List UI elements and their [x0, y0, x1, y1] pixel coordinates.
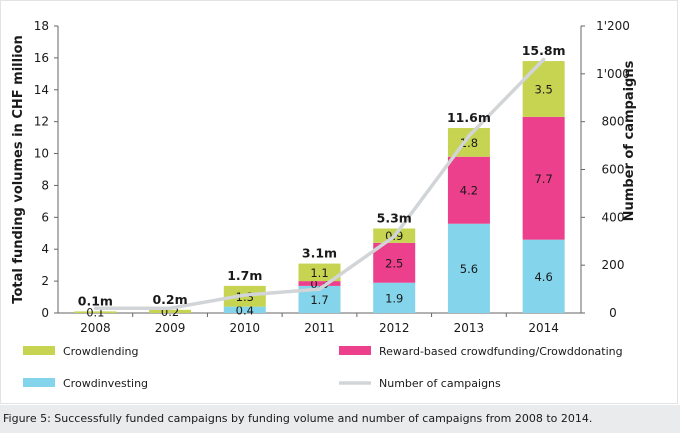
- y-right-tick-label: 0: [609, 306, 617, 320]
- y-tick-label: 16: [34, 51, 49, 65]
- bar-crowdinvesting: [373, 282, 416, 313]
- legend-reward-based-label: Reward-based crowdfunding/Crowddonating: [379, 345, 623, 358]
- bar-total-label: 5.3m: [377, 210, 412, 225]
- bar-value-label: 2.5: [385, 256, 403, 270]
- bar-reward-based-crowdfunding-crowddonating: [447, 156, 490, 224]
- y-right-tick-label: 800: [602, 115, 625, 129]
- legend-crowdlending-label: Crowdlending: [63, 345, 138, 358]
- y-tick-label: 2: [41, 274, 49, 288]
- bar-crowdlending: [522, 61, 565, 117]
- bar-value-label: 3.5: [534, 82, 552, 96]
- bar-crowdlending: [149, 309, 192, 313]
- bar-crowdinvesting: [223, 306, 266, 313]
- bar-crowdlending: [74, 311, 117, 313]
- legend-number-of-campaigns-label: Number of campaigns: [379, 377, 501, 390]
- bar-total-label: 1.7m: [227, 268, 262, 283]
- bar-total-label: 0.2m: [152, 292, 187, 307]
- bar-value-label: 1.1: [310, 266, 328, 280]
- y-axis-title: Total funding volumes in CHF million: [11, 35, 26, 303]
- campaigns-line: [93, 57, 546, 310]
- y-tick-label: 4: [41, 242, 49, 256]
- legend-crowdlending-swatch: [23, 346, 55, 355]
- bar-crowdlending: [298, 263, 341, 282]
- bar-reward-based-crowdfunding-crowddonating: [298, 281, 341, 286]
- legend-crowdinvesting-label: Crowdinvesting: [63, 377, 148, 390]
- chart-frame: 0 2 4 6 8 10 12 14 16 18 0 200 400 600 800 1'000 1'200 20…: [0, 0, 678, 404]
- bar-total-label: 3.1m: [302, 246, 337, 261]
- funding-chart: 0 2 4 6 8 10 12 14 16 18 0 200 400 600 800 1'000 1'200 20…: [11, 19, 637, 390]
- legend-crowdinvesting-swatch: [23, 378, 55, 387]
- y-tick-label: 8: [41, 178, 49, 192]
- y-right-tick-label: 1'000: [596, 67, 630, 81]
- x-tick-label: 2012: [379, 321, 410, 335]
- bar-reward-based-crowdfunding-crowddonating: [522, 116, 565, 240]
- y-right-tick-label: 1'200: [596, 19, 630, 33]
- bar-total-label: 11.6m: [447, 110, 491, 125]
- y-tick-label: 18: [34, 19, 49, 33]
- y-tick-label: 14: [34, 83, 49, 97]
- bar-value-label: 4.6: [534, 270, 552, 284]
- bar-crowdinvesting: [447, 223, 490, 313]
- bar-value-label: 4.2: [460, 184, 478, 198]
- y-tick-label: 10: [34, 147, 49, 161]
- x-tick-label: 2011: [304, 321, 335, 335]
- bar-total-label: 0.1m: [78, 293, 113, 308]
- x-tick-label: 2014: [528, 321, 559, 335]
- x-tick-label: 2013: [454, 321, 485, 335]
- y-tick-label: 12: [34, 115, 49, 129]
- bar-value-label: 1.9: [385, 291, 403, 305]
- bar-value-label: 5.6: [460, 262, 478, 276]
- y-right-tick-label: 200: [602, 258, 625, 272]
- y-right-tick-label: 600: [602, 163, 625, 177]
- bar-crowdinvesting: [522, 239, 565, 313]
- x-tick-label: 2009: [155, 321, 186, 335]
- bar-total-label: 15.8m: [522, 43, 566, 58]
- bar-value-label: 1.7: [310, 293, 328, 307]
- y-right-axis-title: Number of campaigns: [622, 60, 637, 221]
- y-tick-label: 6: [41, 210, 49, 224]
- legend-reward-based-swatch: [339, 346, 371, 355]
- x-tick-label: 2010: [230, 321, 261, 335]
- y-right-tick-label: 400: [602, 210, 625, 224]
- bar-value-label: 0.4: [236, 303, 254, 317]
- figure-caption: Figure 5: Successfully funded campaigns …: [0, 405, 680, 433]
- y-tick-label: 0: [41, 306, 49, 320]
- bar-reward-based-crowdfunding-crowddonating: [373, 242, 416, 283]
- x-tick-label: 2008: [80, 321, 111, 335]
- bar-value-label: 7.7: [534, 172, 552, 186]
